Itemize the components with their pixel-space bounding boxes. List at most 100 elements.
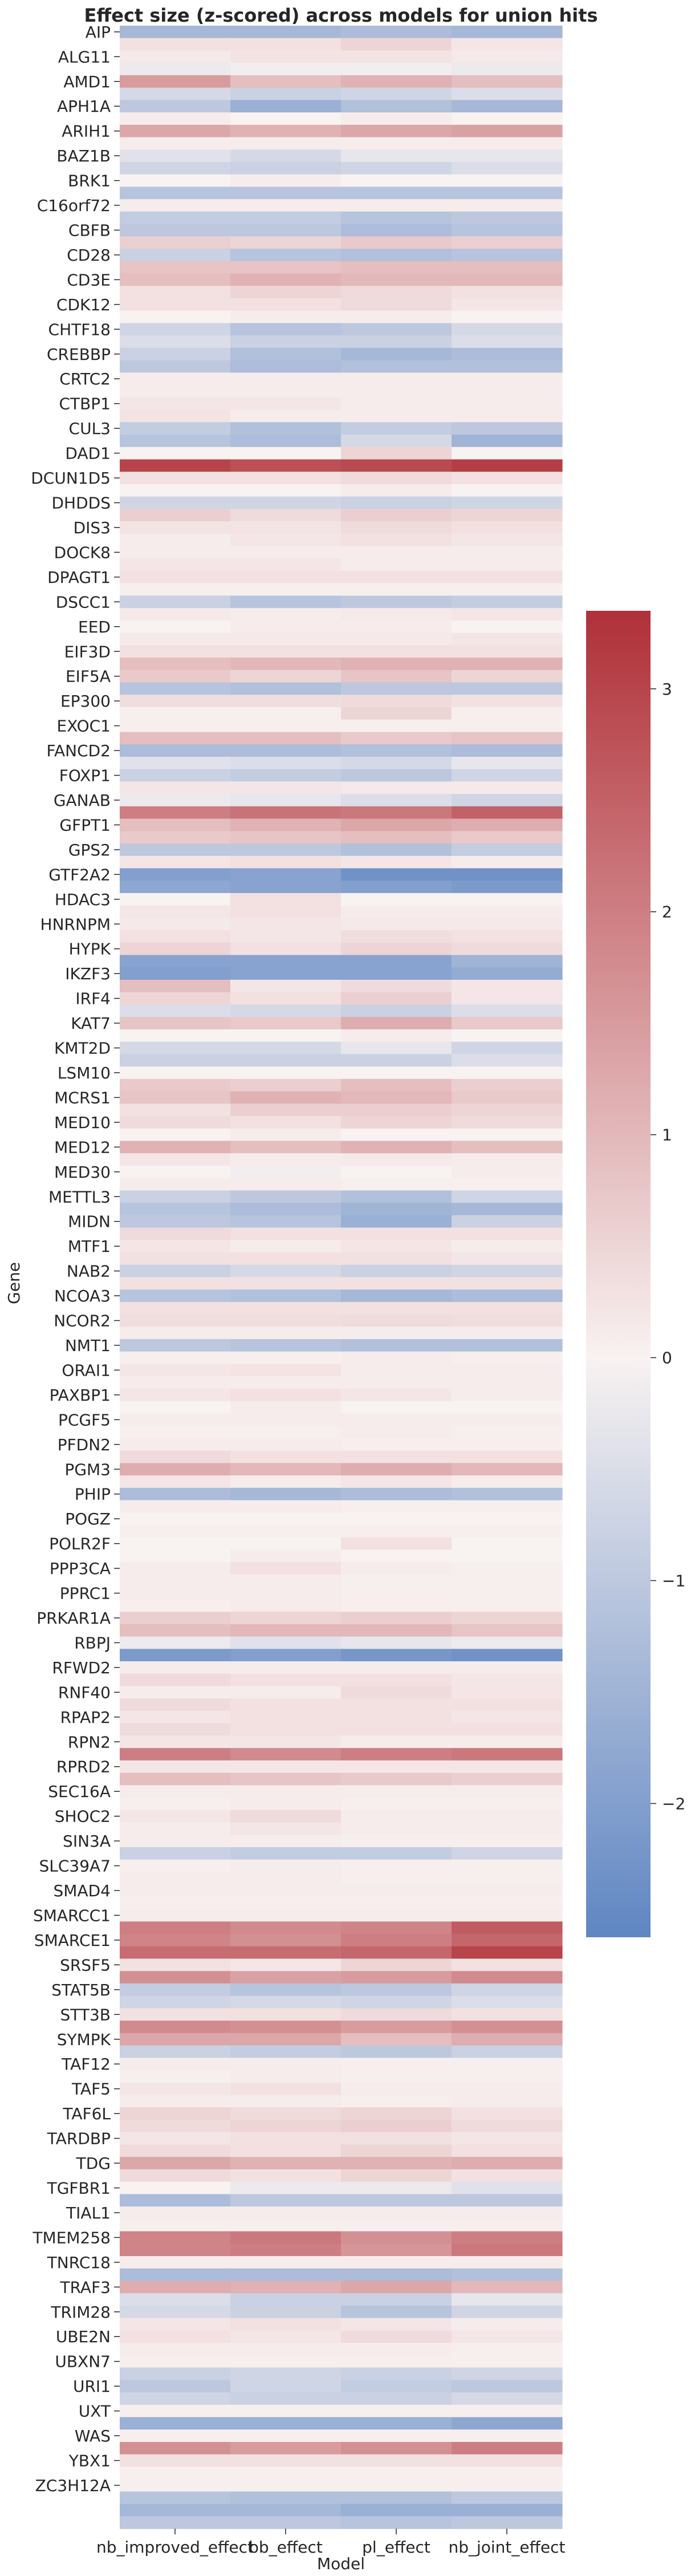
heatmap-cell bbox=[341, 75, 452, 88]
heatmap-cell bbox=[341, 1141, 452, 1154]
heatmap-cell bbox=[341, 286, 452, 299]
heatmap-cell bbox=[120, 620, 231, 634]
heatmap-cell bbox=[120, 1426, 231, 1439]
heatmap-cell bbox=[230, 645, 342, 658]
heatmap-cell bbox=[120, 1599, 231, 1612]
heatmap-cell bbox=[120, 1215, 231, 1228]
heatmap-cell bbox=[341, 769, 452, 782]
heatmap-cell bbox=[341, 1190, 452, 1203]
heatmap-cell bbox=[120, 447, 231, 460]
heatmap-cell bbox=[230, 2119, 342, 2133]
gene-label: EIF3D bbox=[64, 642, 111, 661]
heatmap-cell bbox=[341, 1450, 452, 1464]
heatmap-cell bbox=[120, 1872, 231, 1885]
heatmap-cell bbox=[120, 831, 231, 844]
heatmap-cell bbox=[341, 2021, 452, 2034]
heatmap-cell bbox=[341, 1698, 452, 1711]
heatmap-cell bbox=[341, 1636, 452, 1649]
heatmap-cell bbox=[452, 2429, 563, 2443]
heatmap-cell bbox=[341, 1512, 452, 1526]
heatmap-cell bbox=[341, 2404, 452, 2418]
heatmap-cell bbox=[341, 1116, 452, 1129]
colorbar: −2 −1 0 1 2 3 bbox=[586, 611, 685, 1937]
heatmap-cell bbox=[452, 1822, 563, 1835]
heatmap-cell bbox=[452, 2107, 563, 2120]
heatmap-cell bbox=[341, 992, 452, 1005]
heatmap-cell bbox=[120, 1326, 231, 1340]
heatmap-cell bbox=[230, 186, 342, 200]
heatmap-cell bbox=[452, 1710, 563, 1724]
heatmap-cell bbox=[230, 1798, 342, 1811]
heatmap-cell bbox=[341, 1091, 452, 1104]
heatmap-cell bbox=[452, 2343, 563, 2356]
gene-label: SMAD4 bbox=[54, 1881, 111, 1900]
gene-label: RFWD2 bbox=[52, 1658, 111, 1677]
heatmap-cell bbox=[230, 496, 342, 509]
heatmap-cell bbox=[452, 1636, 563, 1649]
heatmap-cell bbox=[341, 707, 452, 720]
heatmap-cell bbox=[230, 2404, 342, 2418]
heatmap-cell bbox=[120, 1612, 231, 1625]
heatmap-cell bbox=[120, 918, 231, 931]
heatmap-cell bbox=[230, 310, 342, 324]
heatmap-cell bbox=[341, 1612, 452, 1625]
heatmap-cell bbox=[452, 1314, 563, 1328]
heatmap-cell bbox=[120, 658, 231, 671]
heatmap-cell bbox=[120, 1004, 231, 1017]
heatmap-cell bbox=[120, 1351, 231, 1365]
gene-label: TMEM258 bbox=[32, 2228, 111, 2247]
heatmap-cell bbox=[120, 930, 231, 943]
heatmap-cell bbox=[230, 1587, 342, 1600]
heatmap-cell bbox=[230, 211, 342, 225]
heatmap-cell bbox=[230, 521, 342, 534]
heatmap-cell bbox=[120, 1810, 231, 1823]
heatmap-cell bbox=[452, 1995, 563, 2009]
heatmap-cell bbox=[341, 2491, 452, 2505]
gene-label: DCUN1D5 bbox=[31, 469, 111, 488]
gene-label: TAF12 bbox=[61, 2055, 111, 2074]
heatmap-cell bbox=[341, 1178, 452, 1191]
heatmap-cell bbox=[452, 1401, 563, 1414]
heatmap-cell bbox=[452, 335, 563, 348]
heatmap-cell bbox=[341, 335, 452, 348]
gene-label: PGM3 bbox=[64, 1460, 111, 1479]
heatmap-cell bbox=[120, 1227, 231, 1240]
heatmap-cell bbox=[230, 2132, 342, 2145]
heatmap-cell bbox=[452, 1599, 563, 1612]
heatmap-cell bbox=[120, 2107, 231, 2120]
heatmap-cell bbox=[120, 2231, 231, 2244]
heatmap-cell bbox=[452, 719, 563, 733]
heatmap-cell bbox=[230, 1376, 342, 1389]
heatmap-cell bbox=[341, 1314, 452, 1328]
heatmap-cell bbox=[452, 2181, 563, 2194]
heatmap-cell bbox=[341, 905, 452, 918]
heatmap-cell bbox=[452, 347, 563, 361]
heatmap-cell bbox=[341, 273, 452, 286]
heatmap-cell bbox=[230, 2169, 342, 2182]
heatmap-cell bbox=[120, 224, 231, 237]
heatmap-cell bbox=[230, 372, 342, 386]
gene-label: GANAB bbox=[54, 791, 111, 810]
heatmap-cell bbox=[120, 286, 231, 299]
heatmap-cell bbox=[341, 38, 452, 51]
heatmap-cell bbox=[452, 1487, 563, 1501]
heatmap-cell bbox=[120, 546, 231, 559]
gene-label: MED10 bbox=[54, 1113, 111, 1132]
heatmap-cell bbox=[230, 1835, 342, 1848]
gene-label: NCOR2 bbox=[54, 1312, 111, 1330]
heatmap-cell bbox=[341, 1772, 452, 1786]
heatmap-cell bbox=[341, 670, 452, 683]
heatmap-cell bbox=[120, 1549, 231, 1563]
gene-label: SMARCC1 bbox=[33, 1906, 111, 1925]
heatmap-cell bbox=[120, 50, 231, 63]
heatmap-cell bbox=[120, 1078, 231, 1092]
heatmap-cell bbox=[230, 422, 342, 435]
heatmap-cell bbox=[452, 546, 563, 559]
heatmap-cell bbox=[341, 1934, 452, 1947]
heatmap-cell bbox=[452, 1252, 563, 1265]
heatmap-cell bbox=[452, 1203, 563, 1216]
heatmap-cell bbox=[120, 583, 231, 597]
heatmap-cell bbox=[230, 1165, 342, 1179]
heatmap-cell bbox=[120, 112, 231, 125]
heatmap-cell bbox=[230, 967, 342, 980]
